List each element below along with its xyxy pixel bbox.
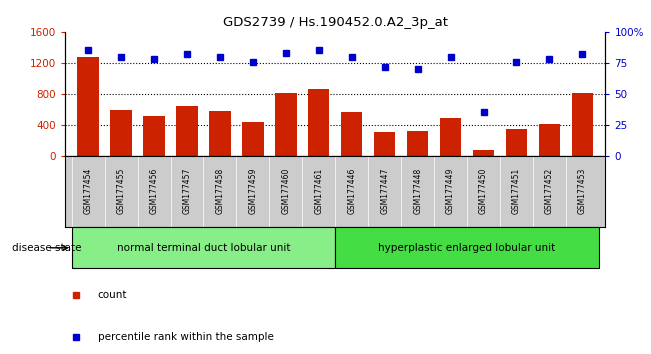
- Text: GSM177446: GSM177446: [347, 168, 356, 215]
- Bar: [308, 89, 329, 156]
- Text: GSM177455: GSM177455: [117, 168, 126, 215]
- Bar: [111, 110, 132, 156]
- Text: normal terminal duct lobular unit: normal terminal duct lobular unit: [117, 243, 290, 253]
- Bar: [143, 116, 165, 156]
- Bar: [77, 57, 99, 156]
- Bar: [539, 124, 560, 156]
- Bar: [176, 106, 198, 156]
- Bar: [572, 93, 593, 156]
- Bar: [440, 118, 462, 156]
- Text: GSM177448: GSM177448: [413, 168, 422, 214]
- Text: GSM177460: GSM177460: [281, 168, 290, 215]
- Text: GSM177449: GSM177449: [446, 168, 455, 215]
- Bar: [209, 111, 230, 156]
- Text: GSM177459: GSM177459: [249, 168, 257, 215]
- Text: GSM177451: GSM177451: [512, 168, 521, 214]
- Text: GSM177452: GSM177452: [545, 168, 554, 214]
- Bar: [473, 150, 494, 156]
- Bar: [374, 132, 395, 156]
- Text: GSM177456: GSM177456: [150, 168, 159, 215]
- Text: GSM177447: GSM177447: [380, 168, 389, 215]
- Text: disease state: disease state: [12, 243, 82, 253]
- Title: GDS2739 / Hs.190452.0.A2_3p_at: GDS2739 / Hs.190452.0.A2_3p_at: [223, 16, 448, 29]
- Bar: [407, 131, 428, 156]
- Bar: [275, 93, 297, 156]
- Text: GSM177453: GSM177453: [578, 168, 587, 215]
- Text: hyperplastic enlarged lobular unit: hyperplastic enlarged lobular unit: [378, 243, 556, 253]
- Bar: [341, 113, 363, 156]
- Bar: [72, 227, 335, 268]
- Text: GSM177458: GSM177458: [215, 168, 225, 214]
- Text: percentile rank within the sample: percentile rank within the sample: [98, 332, 273, 342]
- Bar: [335, 227, 599, 268]
- Text: GSM177457: GSM177457: [182, 168, 191, 215]
- Text: GSM177454: GSM177454: [84, 168, 92, 215]
- Bar: [242, 122, 264, 156]
- Text: GSM177450: GSM177450: [479, 168, 488, 215]
- Text: GSM177461: GSM177461: [314, 168, 324, 214]
- Text: count: count: [98, 290, 127, 299]
- Bar: [506, 130, 527, 156]
